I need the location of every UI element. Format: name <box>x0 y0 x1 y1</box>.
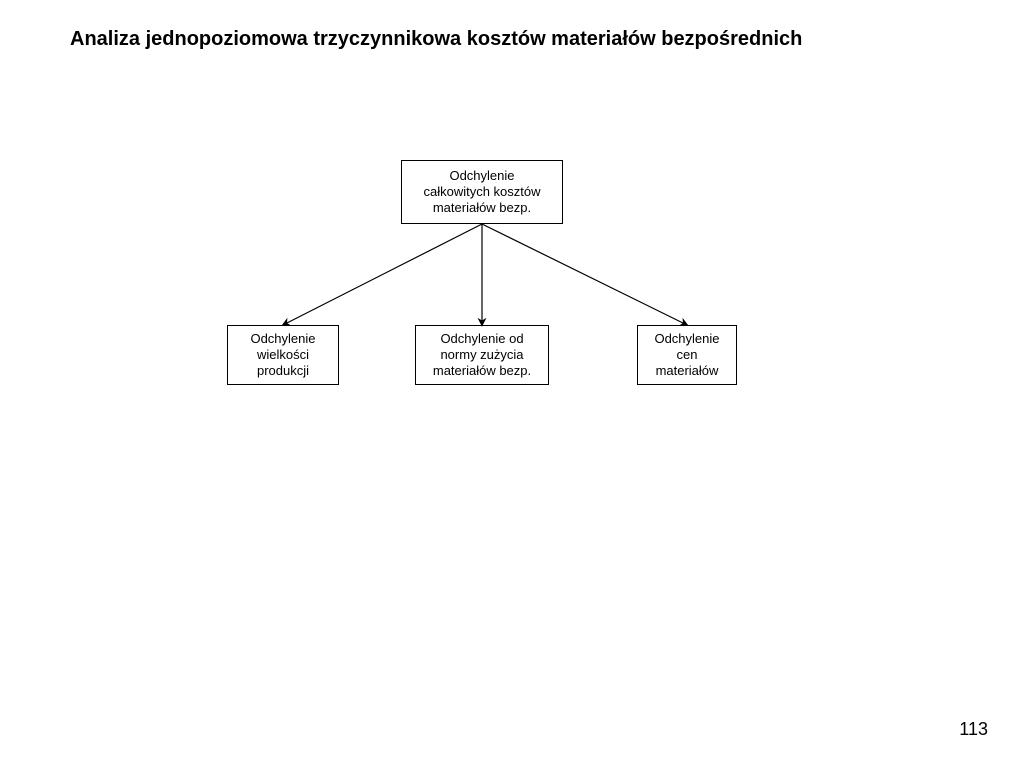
tree-node-root: Odchyleniecałkowitych kosztówmateriałów … <box>401 160 563 224</box>
tree-node-child2: Odchylenie odnormy zużyciamateriałów bez… <box>415 325 549 385</box>
page-number: 113 <box>959 719 988 740</box>
edge-root-child1 <box>283 224 482 325</box>
edge-root-child3 <box>482 224 687 325</box>
tree-node-child1: Odchyleniewielkościprodukcji <box>227 325 339 385</box>
page-title: Analiza jednopoziomowa trzyczynnikowa ko… <box>70 28 802 51</box>
tree-node-child3: Odchyleniecenmateriałów <box>637 325 737 385</box>
